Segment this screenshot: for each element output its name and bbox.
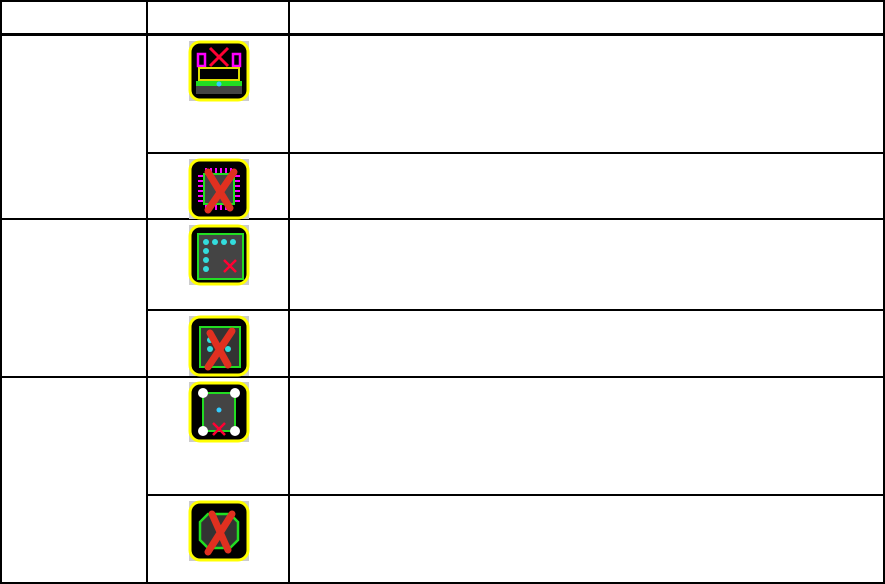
table-left-border	[0, 0, 2, 584]
column-divider	[146, 0, 148, 584]
column-divider	[288, 0, 290, 584]
row-divider	[147, 494, 885, 496]
description-cell	[290, 220, 883, 309]
pin-grid-icon	[188, 224, 250, 286]
header-col-1	[2, 2, 146, 33]
row-divider	[147, 152, 885, 154]
pin-grid-disabled-icon	[188, 315, 250, 377]
table-top-border	[0, 0, 885, 2]
description-cell	[290, 154, 883, 218]
description-cell	[290, 496, 883, 582]
group-divider	[0, 218, 885, 220]
chip-disabled-icon	[188, 158, 250, 220]
description-cell	[290, 311, 883, 376]
row-divider	[147, 309, 885, 311]
table-right-border	[883, 0, 885, 584]
table-bottom-border	[0, 582, 885, 584]
header-divider	[0, 33, 885, 36]
group-divider	[0, 376, 885, 378]
description-cell	[290, 36, 883, 152]
pad-square-icon	[188, 381, 250, 443]
description-cell	[290, 378, 883, 494]
header-col-2	[148, 2, 288, 33]
pcb-connector-icon	[188, 40, 250, 102]
octagon-disabled-icon	[188, 500, 250, 562]
header-col-3	[290, 2, 883, 33]
